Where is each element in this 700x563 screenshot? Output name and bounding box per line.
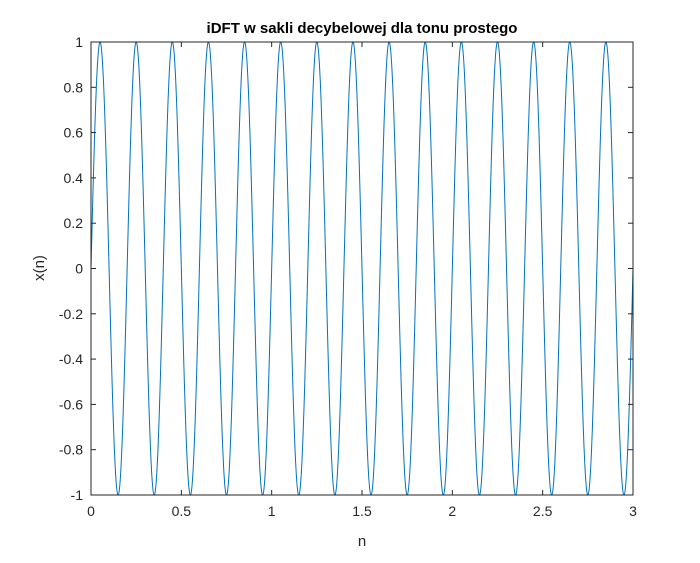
- chart-title: iDFT w sakli decybelowej dla tonu proste…: [207, 20, 518, 37]
- x-tick-label: 0: [87, 503, 95, 519]
- y-tick-label: 0.8: [64, 79, 84, 95]
- x-tick-label: 2: [448, 503, 456, 519]
- x-tick-label: 1: [268, 503, 276, 519]
- x-tick-label: 2.5: [533, 503, 553, 519]
- x-axis: 0 0.5 1 1.5 2 2.5 3: [87, 42, 637, 519]
- y-tick-label: 0.4: [64, 170, 84, 186]
- y-tick-label: -0.8: [59, 442, 83, 458]
- y-tick-label: -0.2: [59, 306, 83, 322]
- y-tick-label: -0.4: [59, 351, 83, 367]
- y-tick-label: 0.6: [64, 125, 84, 141]
- y-tick-label: 0: [75, 261, 83, 277]
- x-tick-label: 1.5: [352, 503, 372, 519]
- y-tick-label: 0.2: [64, 215, 84, 231]
- series-layer: [90, 41, 634, 496]
- y-axis-label: x(n): [31, 255, 48, 281]
- x-tick-label: 0.5: [172, 503, 192, 519]
- x-tick-label: 3: [629, 503, 637, 519]
- y-tick-label: -1: [71, 487, 84, 503]
- y-tick-label: 1: [75, 34, 83, 50]
- y-tick-label: -0.6: [59, 396, 83, 412]
- y-axis: -1 -0.8 -0.6 -0.4 -0.2 0 0.2 0.4 0.6 0.8 1: [59, 34, 633, 503]
- x-axis-label: n: [358, 533, 366, 550]
- series-line: [90, 41, 634, 496]
